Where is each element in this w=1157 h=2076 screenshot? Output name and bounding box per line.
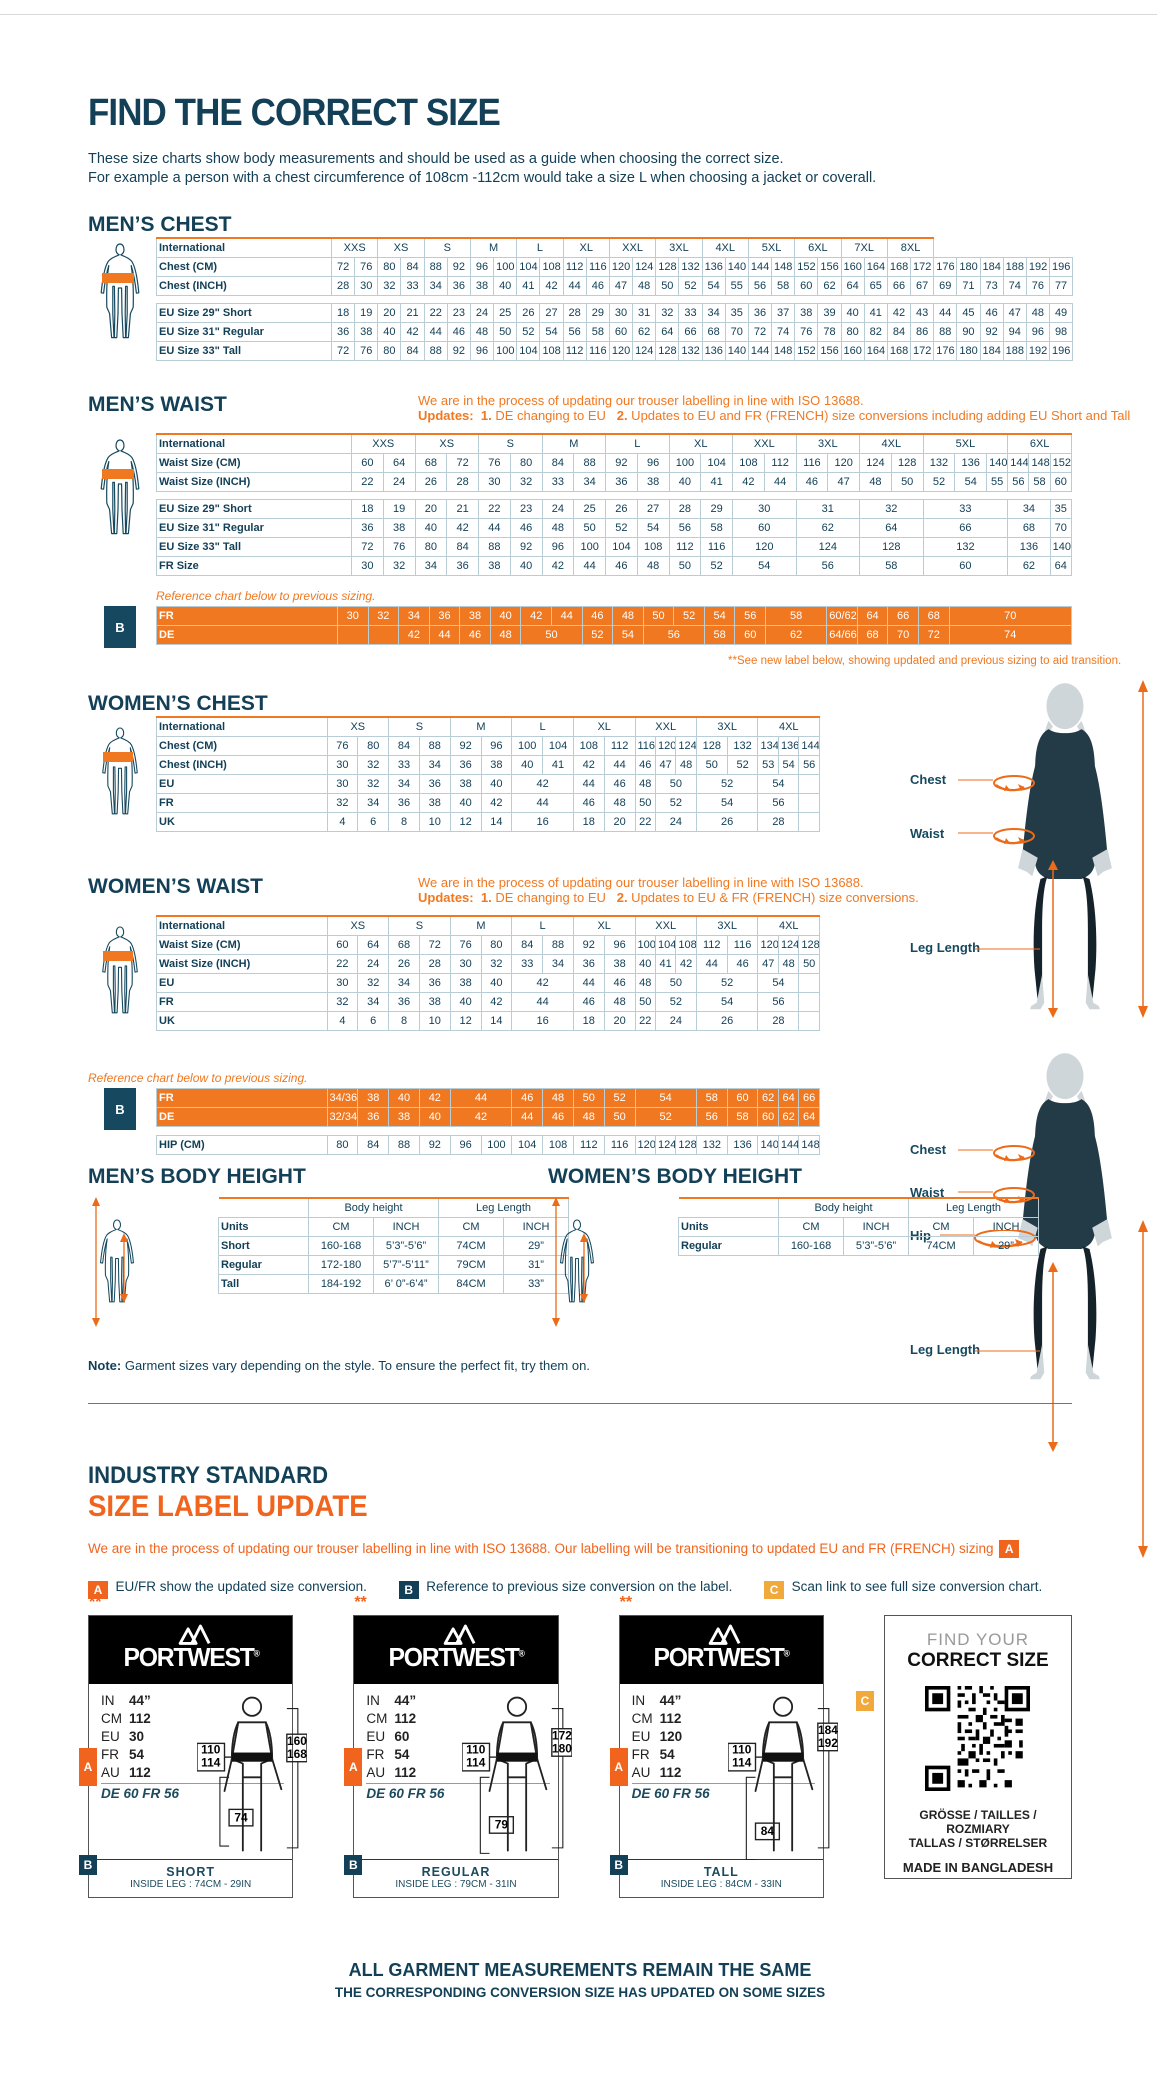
svg-text:74: 74 — [234, 1810, 248, 1824]
svg-text:110: 110 — [201, 1742, 221, 1756]
svg-text:84: 84 — [760, 1824, 774, 1838]
svg-text:160: 160 — [287, 1734, 307, 1748]
svg-text:114: 114 — [201, 1755, 221, 1769]
svg-text:192: 192 — [818, 1736, 838, 1750]
svg-text:110: 110 — [732, 1742, 752, 1756]
svg-text:172: 172 — [552, 1729, 572, 1743]
svg-text:168: 168 — [287, 1747, 307, 1761]
svg-text:114: 114 — [466, 1755, 486, 1769]
svg-text:114: 114 — [732, 1755, 752, 1769]
svg-text:180: 180 — [552, 1742, 572, 1756]
svg-text:79: 79 — [495, 1818, 509, 1832]
svg-text:184: 184 — [818, 1723, 838, 1737]
svg-text:110: 110 — [466, 1742, 486, 1756]
